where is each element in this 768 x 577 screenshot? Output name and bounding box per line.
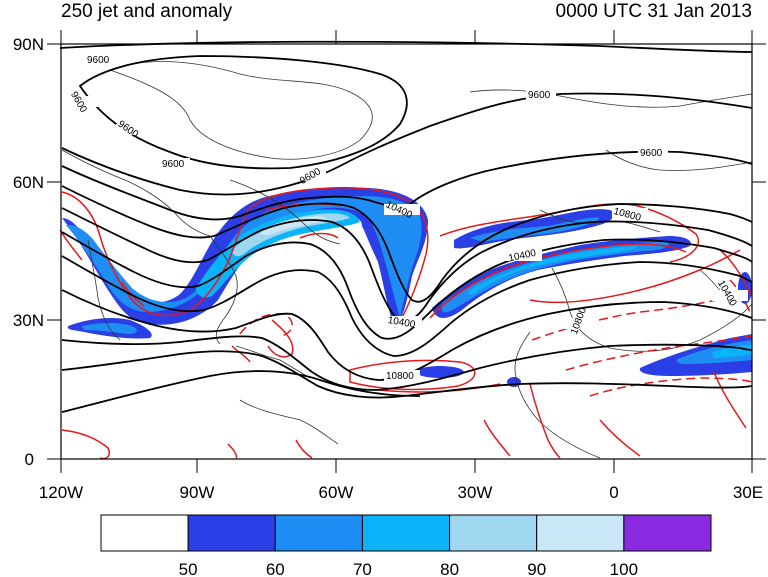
lat-label-90n: 90N	[13, 35, 44, 54]
lon-label-0: 0	[609, 483, 618, 502]
legend-label: 100	[610, 560, 638, 577]
legend-swatch	[449, 514, 538, 552]
lon-label-60w: 60W	[319, 483, 354, 502]
contour-label: 9600	[528, 90, 551, 101]
legend-label: 60	[266, 560, 285, 577]
legend-swatch	[100, 514, 189, 552]
contour-label: 9600	[640, 148, 663, 159]
color-legend	[100, 514, 712, 552]
lon-label-30e: 30E	[733, 483, 763, 502]
jet-patch-1	[416, 366, 464, 378]
lon-label-120w: 120W	[39, 483, 83, 502]
map-frame	[60, 43, 753, 460]
map-title: 250 jet and anomaly	[61, 1, 233, 22]
jet-core-east-mid	[441, 242, 669, 313]
lat-label-eq: 0	[25, 450, 34, 469]
valid-time: 0000 UTC 31 Jan 2013	[555, 1, 752, 22]
contour-label: 10800	[386, 371, 414, 382]
legend-label: 80	[440, 560, 459, 577]
legend-swatch	[623, 514, 712, 552]
jet-core-east-inner	[467, 246, 638, 295]
legend-swatch	[536, 514, 625, 552]
legend-label: 90	[527, 560, 546, 577]
jet-subtropical-inner	[712, 344, 752, 358]
lat-label-30n: 30N	[13, 311, 44, 330]
axis-ticks	[47, 30, 766, 473]
contour-label: 9600	[87, 55, 110, 66]
contour-labels: 9600 9600 9600 9600 9600 9600 9600 10400…	[68, 54, 748, 382]
legend-swatch	[274, 514, 363, 552]
contour-label: 9600	[298, 166, 323, 187]
jet-core-west-max	[232, 213, 350, 257]
contour-label: 10400	[387, 315, 417, 331]
jet-branch-north-mid	[470, 217, 600, 242]
legend-swatch	[187, 514, 276, 552]
lat-label-60n: 60N	[13, 173, 44, 192]
lon-label-90w: 90W	[180, 483, 215, 502]
color-legend-labels: 50 60 70 80 90 100	[179, 560, 638, 577]
legend-swatch	[361, 514, 451, 552]
contour-label: 9600	[162, 159, 185, 170]
legend-label: 50	[179, 560, 198, 577]
legend-label: 70	[353, 560, 372, 577]
coastlines	[61, 61, 753, 459]
lon-label-30w: 30W	[458, 483, 493, 502]
